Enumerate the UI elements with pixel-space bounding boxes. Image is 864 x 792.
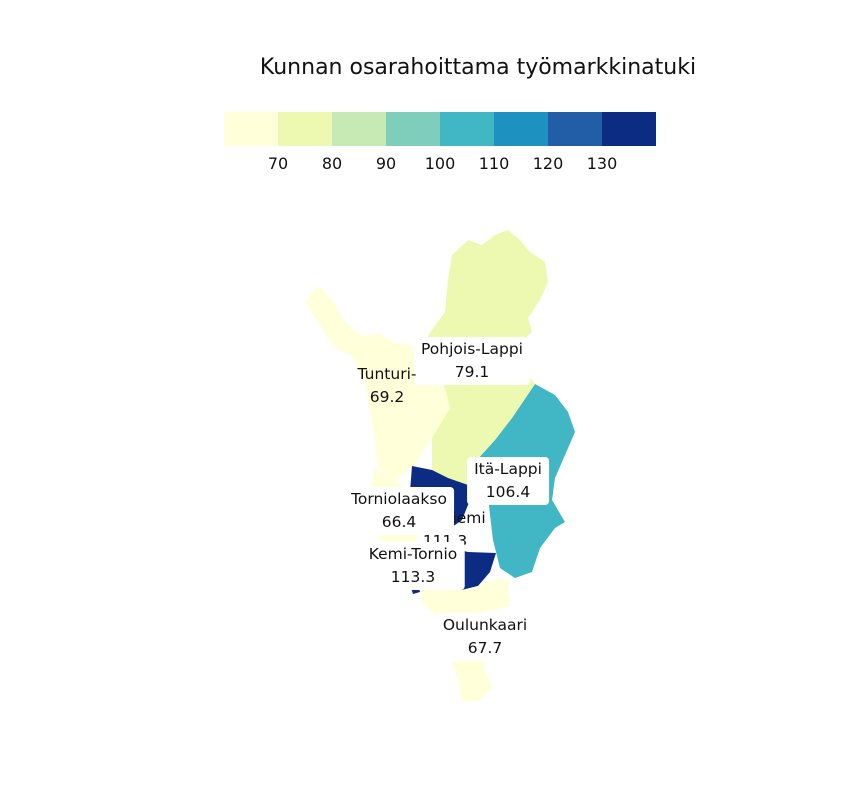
region-value: 66.4 [381, 513, 417, 531]
legend-tick: 120 [532, 154, 564, 173]
legend-swatch [494, 112, 548, 146]
legend-swatch [602, 112, 656, 146]
region-name: Pohjois-Lappi [421, 340, 523, 358]
legend-swatch [224, 112, 278, 146]
region-name: Tunturi- [357, 365, 417, 383]
label-kemi-tornio: Kemi-Tornio 113.3 [361, 542, 465, 590]
legend-swatch [332, 112, 386, 146]
region-value: 67.7 [467, 639, 503, 657]
region-value: 113.3 [390, 568, 436, 586]
region-name: Torniolaakso [351, 490, 447, 508]
region-value: 79.1 [454, 363, 490, 381]
label-tunturi-lappi: Tunturi- 69.2 [358, 363, 417, 409]
region-tunturi-lappi[interactable] [305, 286, 450, 480]
legend-tick: 80 [321, 154, 343, 173]
region-keski-lappi[interactable] [432, 368, 535, 485]
legend-tick: 130 [586, 154, 618, 173]
region-name: Oulunkaari [442, 616, 528, 634]
label-ita-lappi: Itä-Lappi 106.4 [467, 457, 549, 505]
legend-tick: 70 [267, 154, 289, 173]
legend-ticks: 70 80 90 100 110 120 130 [224, 154, 656, 174]
label-pohjois-lappi: Pohjois-Lappi 79.1 [414, 337, 530, 385]
legend-swatch [278, 112, 332, 146]
color-legend [224, 112, 656, 146]
legend-swatch [548, 112, 602, 146]
legend-tick: 100 [424, 154, 456, 173]
legend-tick: 110 [478, 154, 510, 173]
map-title: Kunnan osarahoittama työmarkkinatuki [259, 55, 697, 80]
region-value: 106.4 [485, 483, 531, 501]
label-torniolaakso: Torniolaakso 66.4 [344, 487, 454, 535]
region-value: 69.2 [369, 388, 405, 406]
region-name: Itä-Lappi [474, 460, 542, 478]
legend-tick: 90 [375, 154, 397, 173]
legend-swatch [386, 112, 440, 146]
region-name: Kemi-Tornio [368, 545, 458, 563]
legend-swatch [440, 112, 494, 146]
label-oulunkaari: Oulunkaari 67.7 [435, 613, 535, 661]
